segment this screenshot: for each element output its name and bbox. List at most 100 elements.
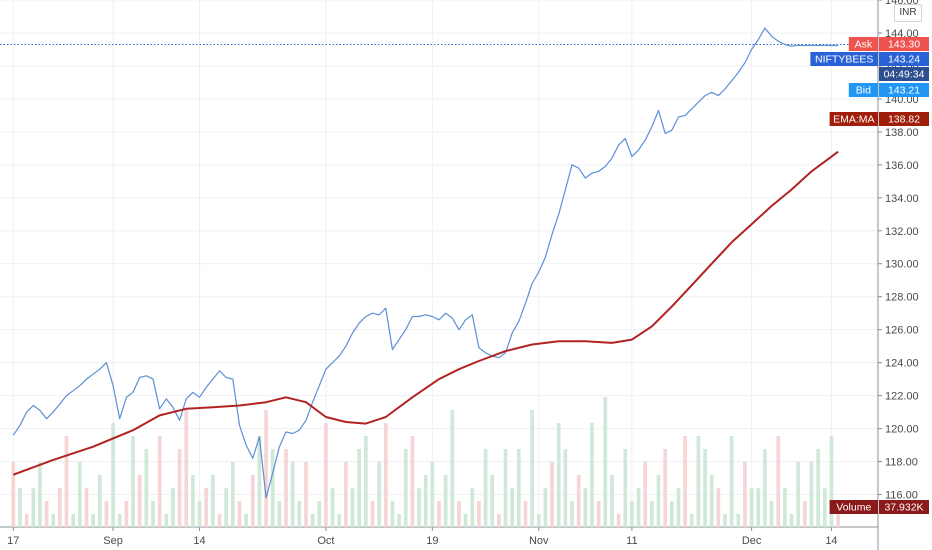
- volume-bar: [137, 475, 142, 527]
- volume-bar: [516, 449, 521, 527]
- volume-bar: [91, 514, 95, 527]
- volume-bar: [304, 462, 308, 527]
- volume-bar: [417, 488, 421, 527]
- volume-bar: [563, 449, 568, 527]
- currency-badge[interactable]: INR: [894, 4, 922, 22]
- x-tick-label: 17: [7, 535, 19, 547]
- volume-bar: [24, 514, 29, 527]
- ema-tag-value-box: [879, 112, 929, 126]
- x-tick-label: Oct: [317, 535, 334, 547]
- volume-bar: [822, 488, 827, 527]
- volume-bar: [570, 501, 574, 527]
- volume-bar: [264, 410, 268, 527]
- volume-bar: [716, 488, 721, 527]
- volume-bar: [184, 410, 189, 527]
- volume-bar: [576, 475, 581, 527]
- volume-bar: [51, 514, 56, 527]
- y-tick-label: 126.00: [885, 325, 919, 337]
- bid-tag-value-box: [879, 83, 929, 97]
- volume-bar: [277, 501, 282, 527]
- volume-bar: [144, 449, 149, 527]
- volume-bar: [230, 462, 235, 527]
- symbol-tag-value-box: [879, 52, 929, 66]
- volume-bar: [157, 436, 162, 527]
- ask-tag-label-box: [848, 37, 878, 51]
- volume-bar: [736, 514, 741, 527]
- y-tick-label: 116.00: [885, 490, 918, 502]
- volume-bar: [111, 423, 115, 527]
- bid-tag-label: Bid: [856, 85, 871, 97]
- volume-bar: [423, 475, 428, 527]
- ask-tag-value-box: [879, 37, 929, 51]
- volume-tag-value: 37.932K: [884, 502, 923, 514]
- volume-bar: [603, 397, 608, 527]
- volume-bar: [310, 514, 315, 527]
- y-tick-label: 146.00: [885, 0, 919, 7]
- volume-bar: [64, 436, 69, 527]
- y-tick-label: 144.00: [885, 28, 919, 40]
- volume-bar: [590, 423, 594, 527]
- y-tick-label: 138.00: [885, 127, 919, 139]
- volume-bar: [510, 488, 514, 527]
- symbol-tag-value: 143.24: [888, 54, 920, 66]
- ema-line[interactable]: [12, 150, 839, 476]
- volume-bar: [776, 436, 781, 527]
- volume-bar: [58, 488, 62, 527]
- volume-bar: [104, 501, 109, 527]
- volume-bar: [803, 501, 807, 527]
- volume-bar: [357, 449, 362, 527]
- volume-bar: [523, 501, 528, 527]
- volume-bar: [756, 488, 761, 527]
- y-tick-label: 124.00: [885, 358, 919, 370]
- x-tick-label: Sep: [103, 535, 123, 547]
- volume-bar: [217, 514, 222, 527]
- volume-bar: [11, 462, 16, 527]
- bid-tag-label-box: [848, 83, 878, 97]
- y-tick-label: 134.00: [885, 193, 919, 205]
- ask-tag-value: 143.30: [888, 39, 920, 51]
- volume-bar: [250, 475, 255, 527]
- volume-bar: [503, 449, 508, 527]
- volume-bar: [636, 488, 641, 527]
- volume-bar: [430, 462, 435, 527]
- ema-tag-value: 138.82: [888, 114, 920, 126]
- x-tick-label: 11: [626, 535, 637, 547]
- volume-bar: [763, 449, 767, 527]
- volume-bar: [663, 449, 667, 527]
- volume-tag-value-box: [879, 500, 929, 514]
- volume-bar: [749, 488, 754, 527]
- volume-bar: [743, 462, 747, 527]
- volume-bar: [783, 488, 787, 527]
- volume-bar: [669, 501, 674, 527]
- volume-bar: [550, 462, 554, 527]
- countdown-box: [879, 67, 929, 81]
- volume-bar: [689, 514, 694, 527]
- volume-bar: [151, 501, 155, 527]
- volume-bar: [344, 462, 348, 527]
- ema-tag-label: EMA:MA: [833, 114, 874, 126]
- volume-bar: [377, 462, 381, 527]
- y-tick-label: 120.00: [885, 424, 919, 436]
- volume-bar: [77, 462, 82, 527]
- x-tick-label: Nov: [529, 535, 549, 547]
- y-tick-label: 118.00: [885, 457, 918, 469]
- volume-bar: [290, 462, 295, 527]
- volume-bar: [470, 488, 475, 527]
- volume-bar: [457, 501, 461, 527]
- volume-bar: [337, 514, 342, 527]
- volume-bar: [370, 501, 375, 527]
- countdown-label: 04:49:34: [884, 69, 925, 81]
- volume-bar: [530, 410, 534, 527]
- y-tick-label: 130.00: [885, 259, 919, 271]
- volume-bar: [297, 501, 302, 527]
- volume-bar: [536, 514, 541, 527]
- volume-bar: [450, 410, 455, 527]
- volume-bar: [364, 436, 368, 527]
- volume-bar: [410, 436, 415, 527]
- volume-bar: [350, 488, 355, 527]
- volume-bar: [497, 514, 501, 527]
- price-line[interactable]: [12, 27, 839, 499]
- volume-tag-label: Volume: [836, 502, 871, 514]
